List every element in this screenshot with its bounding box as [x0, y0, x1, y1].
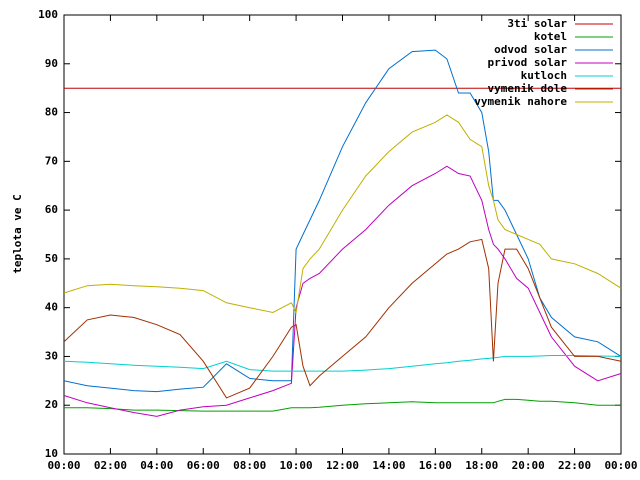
x-tick-label: 00:00	[47, 459, 80, 472]
series-line	[63, 114, 622, 315]
x-tick-label: 08:00	[233, 459, 266, 472]
y-tick-label: 80	[45, 106, 58, 119]
x-tick-label: 22:00	[558, 459, 591, 472]
legend-label: vymenik dole	[488, 82, 568, 95]
series-line	[63, 238, 622, 399]
series-line	[63, 49, 622, 393]
legend-label: 3ti solar	[507, 17, 567, 30]
y-tick-label: 90	[45, 57, 58, 70]
x-tick-label: 04:00	[140, 459, 173, 472]
y-tick-label: 40	[45, 301, 58, 314]
legend-label: vymenik nahore	[474, 95, 567, 108]
x-tick-label: 10:00	[280, 459, 313, 472]
y-tick-label: 70	[45, 154, 58, 167]
legend-label: kutloch	[521, 69, 567, 82]
x-tick-label: 06:00	[187, 459, 220, 472]
y-tick-label: 10	[45, 447, 58, 460]
y-tick-label: 60	[45, 203, 58, 216]
y-tick-label: 30	[45, 349, 58, 362]
x-tick-label: 00:00	[604, 459, 637, 472]
y-tick-label: 50	[45, 252, 58, 265]
y-tick-label: 20	[45, 398, 58, 411]
x-tick-label: 14:00	[372, 459, 405, 472]
x-tick-label: 20:00	[512, 459, 545, 472]
x-tick-label: 16:00	[419, 459, 452, 472]
series-line	[63, 355, 622, 372]
legend-label: odvod solar	[494, 43, 567, 56]
y-axis-label: teplota ve C	[11, 194, 24, 273]
legend-label: kotel	[534, 30, 567, 43]
series-line	[64, 398, 621, 412]
y-tick-label: 100	[38, 8, 58, 21]
legend-label: privod solar	[488, 56, 568, 69]
x-tick-label: 02:00	[94, 459, 127, 472]
series-line	[63, 165, 622, 417]
x-tick-label: 18:00	[465, 459, 498, 472]
x-tick-label: 12:00	[326, 459, 359, 472]
